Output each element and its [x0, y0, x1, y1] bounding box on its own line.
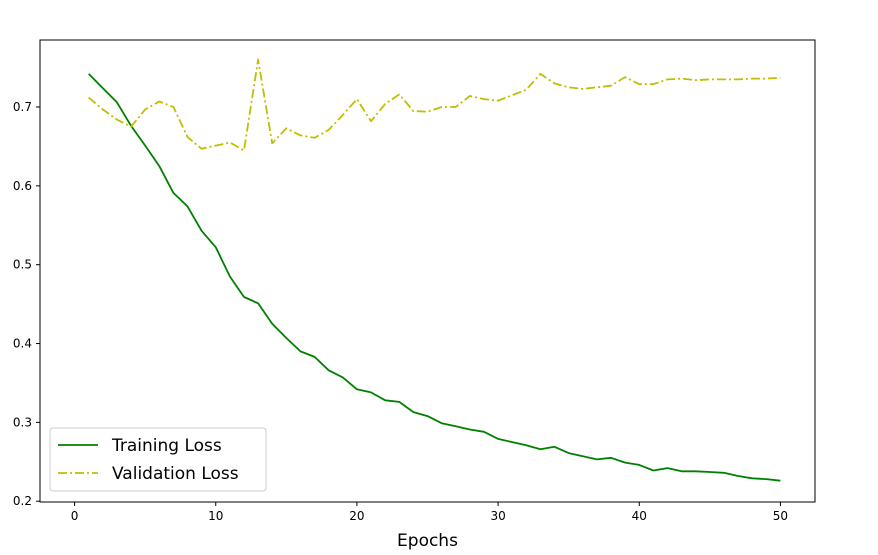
x-axis-label: Epochs — [397, 531, 458, 551]
y-tick-label: 0.7 — [13, 100, 32, 114]
x-tick-label: 50 — [773, 509, 788, 523]
plot-area — [40, 40, 815, 502]
legend-label-training: Training Loss — [111, 436, 222, 456]
x-tick-label: 0 — [71, 509, 79, 523]
legend: Training Loss Validation Loss — [49, 427, 267, 492]
x-tick-label: 10 — [208, 509, 223, 523]
series-layer — [88, 58, 781, 482]
x-axis-ticks: 0 10 20 30 40 50 — [71, 502, 788, 523]
legend-label-validation: Validation Loss — [112, 464, 239, 484]
x-tick-label: 40 — [632, 509, 647, 523]
y-tick-label: 0.5 — [13, 258, 32, 272]
series-line-validation-loss — [88, 58, 781, 152]
x-tick-label: 30 — [490, 509, 505, 523]
plot-frame — [39, 39, 816, 503]
y-axis-ticks: 0.2 0.3 0.4 0.5 0.6 0.7 — [13, 100, 40, 508]
legend-box — [49, 427, 267, 492]
series-line-training-loss — [88, 73, 781, 482]
y-tick-label: 0.2 — [13, 494, 32, 508]
y-tick-label: 0.6 — [13, 179, 32, 193]
y-tick-label: 0.4 — [13, 337, 32, 351]
y-tick-label: 0.3 — [13, 415, 32, 429]
x-tick-label: 20 — [349, 509, 364, 523]
